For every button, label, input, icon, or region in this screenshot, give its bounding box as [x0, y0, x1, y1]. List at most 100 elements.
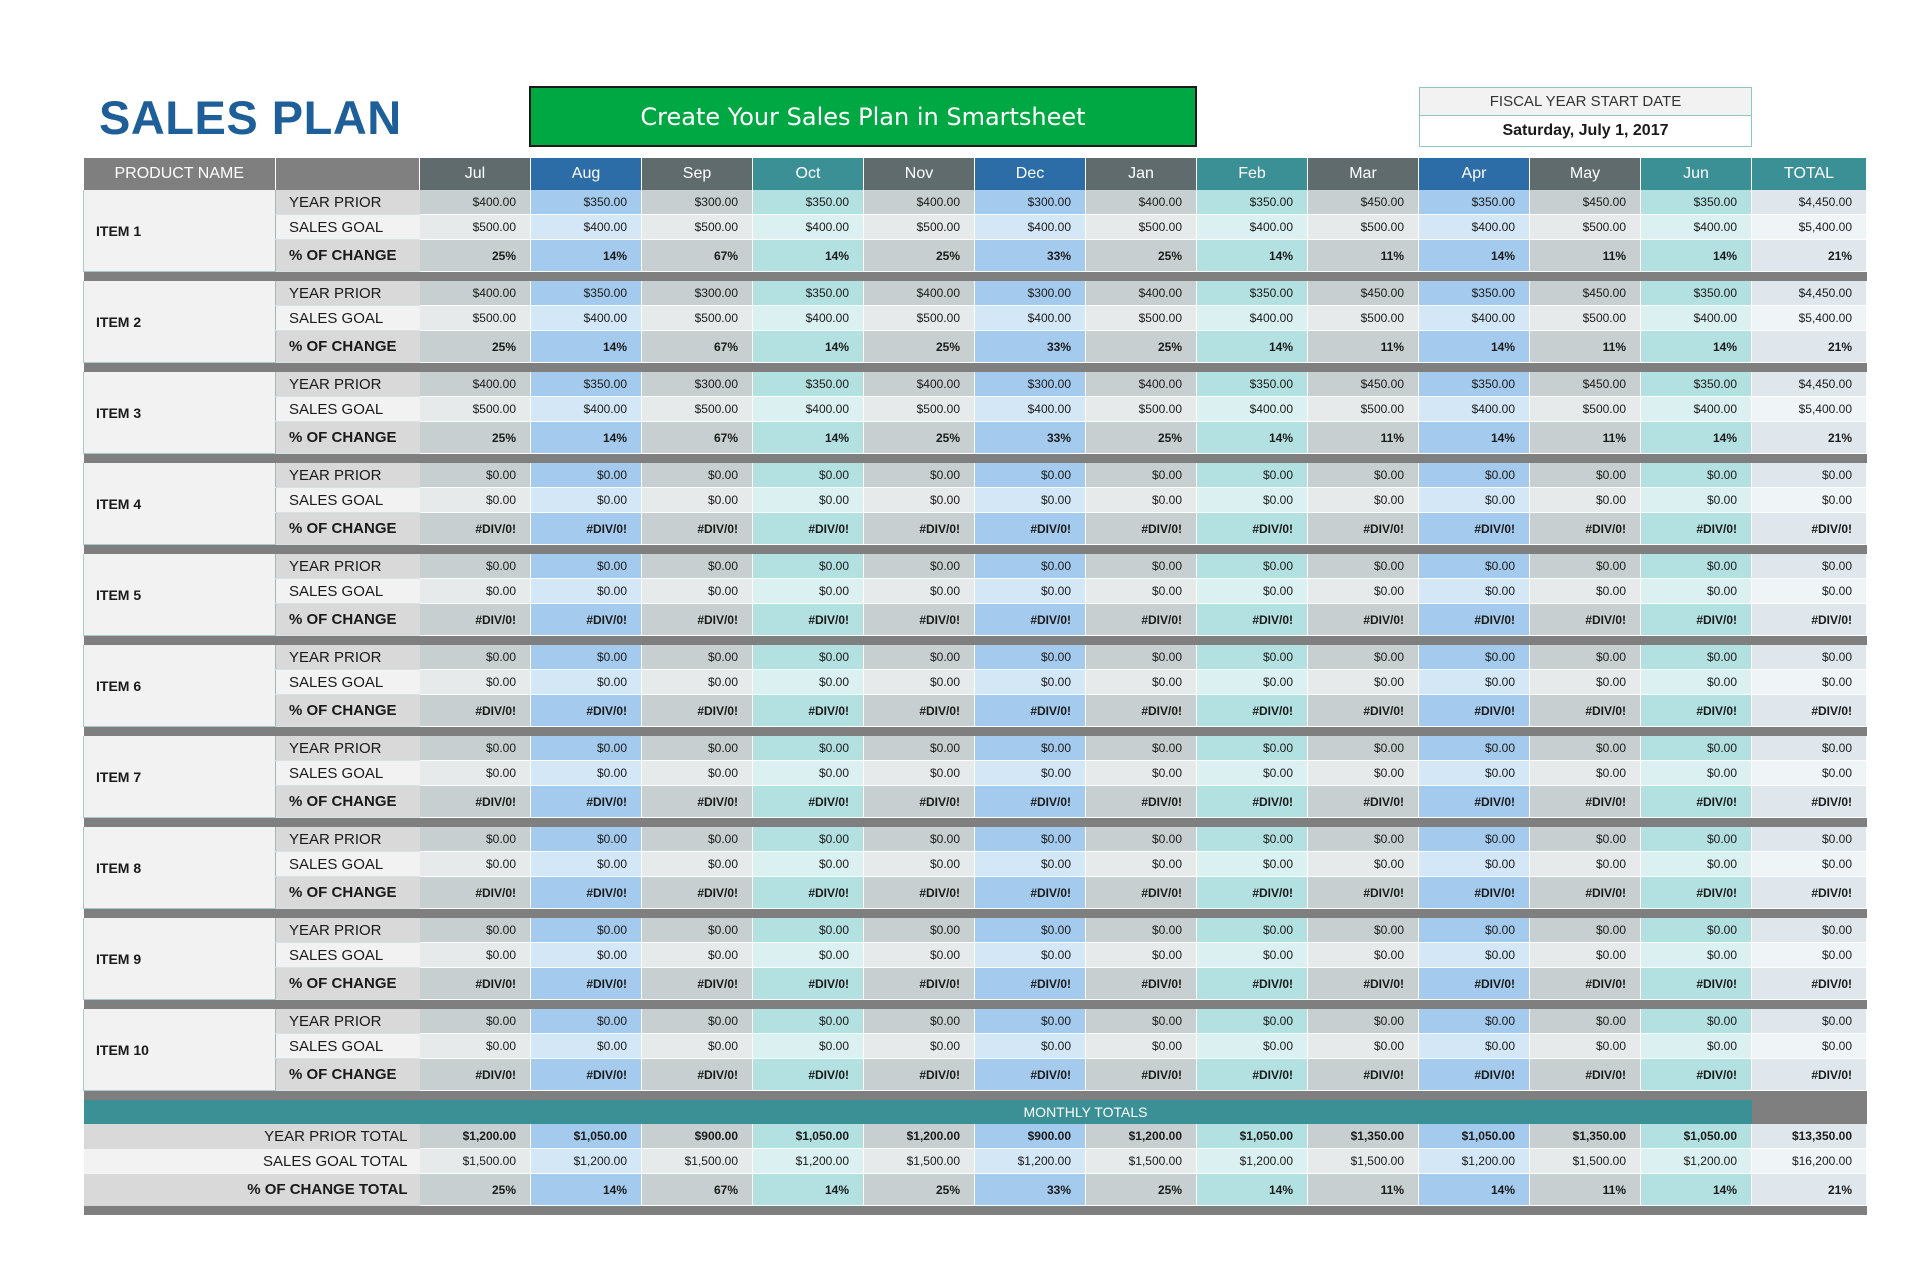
value-cell[interactable]: $0.00	[1307, 578, 1419, 604]
value-cell[interactable]: #DIV/0!	[1640, 694, 1752, 727]
value-cell[interactable]: $350.00	[1196, 190, 1308, 215]
value-cell[interactable]: #DIV/0!	[530, 603, 642, 636]
value-cell[interactable]: 25%	[419, 330, 531, 363]
value-cell[interactable]: $400.00	[419, 190, 531, 215]
value-cell[interactable]: $1,200.00	[863, 1124, 975, 1149]
value-cell[interactable]: $450.00	[1307, 281, 1419, 306]
value-cell[interactable]: $1,200.00	[752, 1148, 864, 1174]
value-cell[interactable]: $350.00	[1640, 372, 1752, 397]
value-cell[interactable]: #DIV/0!	[530, 785, 642, 818]
value-cell[interactable]: $0.00	[530, 463, 642, 488]
value-cell[interactable]: 25%	[863, 239, 975, 272]
value-cell[interactable]: $0.00	[752, 487, 864, 513]
value-cell[interactable]: $0.00	[974, 578, 1086, 604]
value-cell[interactable]: #DIV/0!	[1196, 694, 1308, 727]
value-cell[interactable]: $0.00	[752, 827, 864, 852]
value-cell[interactable]: $0.00	[419, 760, 531, 786]
value-cell[interactable]: $0.00	[1085, 760, 1197, 786]
total-cell[interactable]: $0.00	[1751, 918, 1867, 943]
value-cell[interactable]: #DIV/0!	[1640, 512, 1752, 545]
value-cell[interactable]: $0.00	[641, 578, 753, 604]
value-cell[interactable]: $0.00	[974, 1009, 1086, 1034]
value-cell[interactable]: #DIV/0!	[974, 967, 1086, 1000]
value-cell[interactable]: 14%	[1196, 239, 1308, 272]
value-cell[interactable]: 25%	[419, 239, 531, 272]
value-cell[interactable]: $0.00	[974, 942, 1086, 968]
value-cell[interactable]: #DIV/0!	[1418, 876, 1530, 909]
value-cell[interactable]: $0.00	[419, 827, 531, 852]
value-cell[interactable]: $0.00	[1640, 554, 1752, 579]
value-cell[interactable]: $0.00	[641, 1009, 753, 1034]
value-cell[interactable]: #DIV/0!	[1418, 785, 1530, 818]
value-cell[interactable]: $1,350.00	[1307, 1124, 1419, 1149]
value-cell[interactable]: 25%	[1085, 421, 1197, 454]
value-cell[interactable]: #DIV/0!	[530, 876, 642, 909]
value-cell[interactable]: #DIV/0!	[1307, 785, 1419, 818]
value-cell[interactable]: $400.00	[419, 281, 531, 306]
value-cell[interactable]: $0.00	[641, 487, 753, 513]
value-cell[interactable]: $900.00	[641, 1124, 753, 1149]
value-cell[interactable]: $400.00	[530, 305, 642, 331]
value-cell[interactable]: 14%	[530, 421, 642, 454]
value-cell[interactable]: 14%	[1418, 421, 1530, 454]
value-cell[interactable]: #DIV/0!	[1529, 876, 1641, 909]
value-cell[interactable]: $450.00	[1529, 281, 1641, 306]
value-cell[interactable]: #DIV/0!	[1640, 785, 1752, 818]
value-cell[interactable]: $0.00	[863, 669, 975, 695]
value-cell[interactable]: $0.00	[1085, 578, 1197, 604]
value-cell[interactable]: $350.00	[752, 372, 864, 397]
value-cell[interactable]: $300.00	[974, 190, 1086, 215]
value-cell[interactable]: 14%	[1196, 1173, 1308, 1206]
value-cell[interactable]: $0.00	[1640, 1009, 1752, 1034]
value-cell[interactable]: $0.00	[1307, 918, 1419, 943]
value-cell[interactable]: $0.00	[1418, 578, 1530, 604]
value-cell[interactable]: $0.00	[974, 487, 1086, 513]
value-cell[interactable]: $1,500.00	[1085, 1148, 1197, 1174]
value-cell[interactable]: $0.00	[752, 463, 864, 488]
value-cell[interactable]: $0.00	[1640, 736, 1752, 761]
value-cell[interactable]: $400.00	[1640, 396, 1752, 422]
value-cell[interactable]: $0.00	[974, 760, 1086, 786]
value-cell[interactable]: $500.00	[863, 214, 975, 240]
value-cell[interactable]: $350.00	[530, 372, 642, 397]
value-cell[interactable]: 14%	[1196, 330, 1308, 363]
value-cell[interactable]: $0.00	[752, 554, 864, 579]
value-cell[interactable]: #DIV/0!	[1307, 1058, 1419, 1091]
total-cell[interactable]: $0.00	[1751, 827, 1867, 852]
value-cell[interactable]: 11%	[1307, 421, 1419, 454]
total-cell[interactable]: #DIV/0!	[1751, 876, 1867, 909]
value-cell[interactable]: #DIV/0!	[419, 1058, 531, 1091]
value-cell[interactable]: $0.00	[863, 554, 975, 579]
value-cell[interactable]: 11%	[1529, 239, 1641, 272]
value-cell[interactable]: #DIV/0!	[1418, 967, 1530, 1000]
value-cell[interactable]: $1,050.00	[1196, 1124, 1308, 1149]
value-cell[interactable]: $0.00	[1529, 851, 1641, 877]
value-cell[interactable]: $1,200.00	[1196, 1148, 1308, 1174]
total-cell[interactable]: 21%	[1751, 239, 1867, 272]
value-cell[interactable]: $0.00	[1640, 645, 1752, 670]
value-cell[interactable]: $350.00	[1418, 281, 1530, 306]
value-cell[interactable]: 33%	[974, 1173, 1086, 1206]
value-cell[interactable]: $0.00	[419, 578, 531, 604]
value-cell[interactable]: $0.00	[752, 760, 864, 786]
value-cell[interactable]: 25%	[419, 1173, 531, 1206]
value-cell[interactable]: $0.00	[419, 487, 531, 513]
value-cell[interactable]: #DIV/0!	[752, 694, 864, 727]
value-cell[interactable]: 14%	[752, 239, 864, 272]
value-cell[interactable]: #DIV/0!	[1307, 512, 1419, 545]
total-cell[interactable]: #DIV/0!	[1751, 603, 1867, 636]
value-cell[interactable]: $0.00	[1307, 669, 1419, 695]
value-cell[interactable]: $0.00	[1529, 669, 1641, 695]
value-cell[interactable]: 33%	[974, 330, 1086, 363]
value-cell[interactable]: #DIV/0!	[974, 1058, 1086, 1091]
value-cell[interactable]: $400.00	[1196, 305, 1308, 331]
value-cell[interactable]: $0.00	[1307, 1009, 1419, 1034]
value-cell[interactable]: $0.00	[863, 918, 975, 943]
value-cell[interactable]: $1,200.00	[530, 1148, 642, 1174]
value-cell[interactable]: #DIV/0!	[752, 603, 864, 636]
value-cell[interactable]: $0.00	[1085, 1033, 1197, 1059]
value-cell[interactable]: $350.00	[530, 190, 642, 215]
value-cell[interactable]: $0.00	[1418, 760, 1530, 786]
value-cell[interactable]: 25%	[1085, 239, 1197, 272]
value-cell[interactable]: #DIV/0!	[641, 603, 753, 636]
